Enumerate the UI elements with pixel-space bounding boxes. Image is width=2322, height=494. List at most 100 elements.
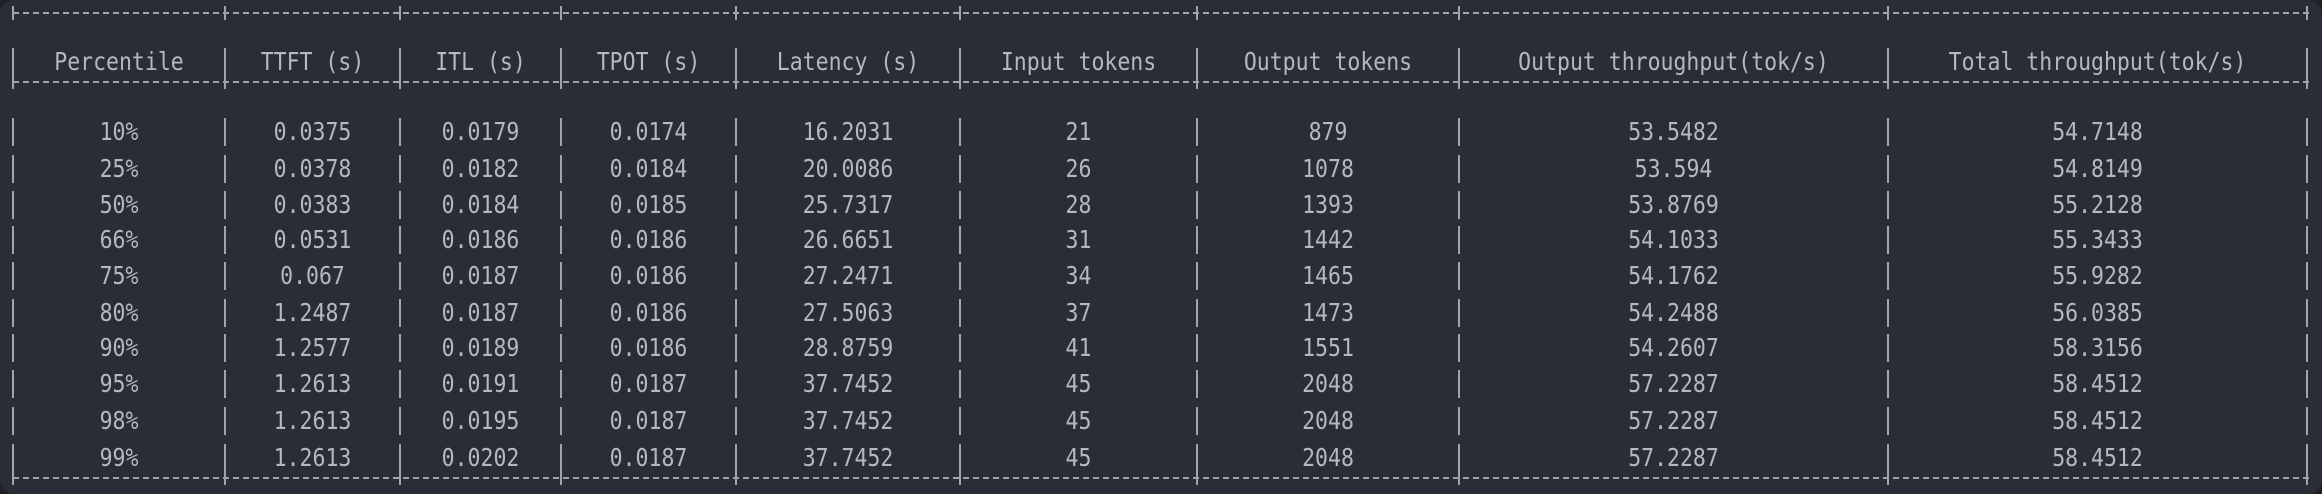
border-junction xyxy=(1887,6,1889,20)
column-separator xyxy=(1458,370,1460,398)
border-junction xyxy=(224,471,226,485)
column-separator xyxy=(1887,370,1889,398)
table-cell: 0.0184 xyxy=(609,154,688,183)
border-junction xyxy=(1458,75,1460,89)
column-separator xyxy=(224,48,226,76)
table-cell: 53.594 xyxy=(1634,154,1713,183)
column-separator xyxy=(224,155,226,183)
table-cell: 0.0202 xyxy=(441,443,520,472)
border-junction xyxy=(1887,471,1889,485)
table-cell: 55.3433 xyxy=(2052,225,2143,254)
column-separator xyxy=(1196,118,1198,146)
column-separator xyxy=(735,226,737,254)
column-separator xyxy=(12,262,14,290)
column-separator xyxy=(224,370,226,398)
border-junction xyxy=(560,75,562,89)
table-cell: 27.2471 xyxy=(802,261,894,290)
table-cell: 16.2031 xyxy=(802,117,894,146)
column-separator xyxy=(735,407,737,435)
column-separator xyxy=(1196,262,1198,290)
table-cell: 0.0195 xyxy=(441,406,520,435)
column-separator xyxy=(224,191,226,219)
border-junction xyxy=(1196,75,1198,89)
table-cell: 0.0375 xyxy=(273,117,352,146)
table-cell: 45 xyxy=(1065,369,1092,398)
table-cell: 0.0186 xyxy=(609,261,688,290)
table-cell: 1.2487 xyxy=(273,298,352,327)
column-separator xyxy=(959,262,961,290)
table-cell: 0.0184 xyxy=(441,190,520,219)
table-cell: 0.067 xyxy=(280,261,345,290)
column-separator xyxy=(735,191,737,219)
column-separator xyxy=(224,299,226,327)
border-junction xyxy=(735,6,737,20)
column-separator xyxy=(1887,155,1889,183)
column-separator xyxy=(560,226,562,254)
column-separator xyxy=(12,226,14,254)
column-separator xyxy=(1196,48,1198,76)
column-separator xyxy=(1458,155,1460,183)
border-junction xyxy=(735,471,737,485)
table-cell: 54.2607 xyxy=(1628,333,1719,362)
table-cell: 58.4512 xyxy=(2052,406,2143,435)
column-separator xyxy=(1887,191,1889,219)
column-separator xyxy=(1196,334,1198,362)
column-separator xyxy=(735,48,737,76)
column-separator xyxy=(2306,299,2308,327)
border-junction xyxy=(1458,471,1460,485)
column-separator xyxy=(399,118,401,146)
column-separator xyxy=(560,262,562,290)
column-separator xyxy=(959,407,961,435)
table-cell: 26.6651 xyxy=(802,225,894,254)
table-cell: 21 xyxy=(1065,117,1092,146)
column-separator xyxy=(1887,118,1889,146)
column-separator xyxy=(399,407,401,435)
column-separator xyxy=(2306,407,2308,435)
border-junction xyxy=(2306,471,2308,485)
table-cell: 1.2613 xyxy=(273,406,352,435)
table-cell: 90% xyxy=(99,333,139,362)
table-cell: 0.0174 xyxy=(609,117,688,146)
column-header: Total throughput(tok/s) xyxy=(1948,47,2247,76)
column-separator xyxy=(2306,226,2308,254)
table-cell: 0.0187 xyxy=(609,443,688,472)
column-separator xyxy=(560,155,562,183)
table-cell: 56.0385 xyxy=(2052,298,2143,327)
column-separator xyxy=(560,48,562,76)
column-separator xyxy=(560,191,562,219)
table-cell: 80% xyxy=(99,298,139,327)
table-cell: 28 xyxy=(1065,190,1092,219)
column-separator xyxy=(1458,48,1460,76)
table-cell: 0.0531 xyxy=(273,225,352,254)
column-separator xyxy=(224,444,226,472)
column-separator xyxy=(1887,262,1889,290)
column-header: TTFT (s) xyxy=(260,47,365,76)
table-cell: 0.0185 xyxy=(609,190,688,219)
column-separator xyxy=(1458,262,1460,290)
table-cell: 54.1033 xyxy=(1628,225,1719,254)
column-separator xyxy=(1887,226,1889,254)
table-cell: 1.2613 xyxy=(273,443,352,472)
column-separator xyxy=(12,48,14,76)
column-separator xyxy=(735,118,737,146)
column-separator xyxy=(2306,155,2308,183)
table-cell: 58.4512 xyxy=(2052,369,2143,398)
border-junction xyxy=(12,471,14,485)
table-cell: 53.8769 xyxy=(1628,190,1719,219)
column-separator xyxy=(735,299,737,327)
column-separator xyxy=(959,48,961,76)
table-cell: 25% xyxy=(99,154,139,183)
column-separator xyxy=(12,407,14,435)
table-cell: 53.5482 xyxy=(1628,117,1719,146)
table-cell: 99% xyxy=(99,443,139,472)
table-cell: 37.7452 xyxy=(802,406,894,435)
column-separator xyxy=(560,299,562,327)
column-separator xyxy=(1196,191,1198,219)
table-cell: 879 xyxy=(1308,117,1348,146)
table-cell: 1442 xyxy=(1302,225,1354,254)
column-separator xyxy=(1196,407,1198,435)
column-separator xyxy=(224,118,226,146)
column-separator xyxy=(12,444,14,472)
table-cell: 54.2488 xyxy=(1628,298,1719,327)
border-junction xyxy=(2306,6,2308,20)
